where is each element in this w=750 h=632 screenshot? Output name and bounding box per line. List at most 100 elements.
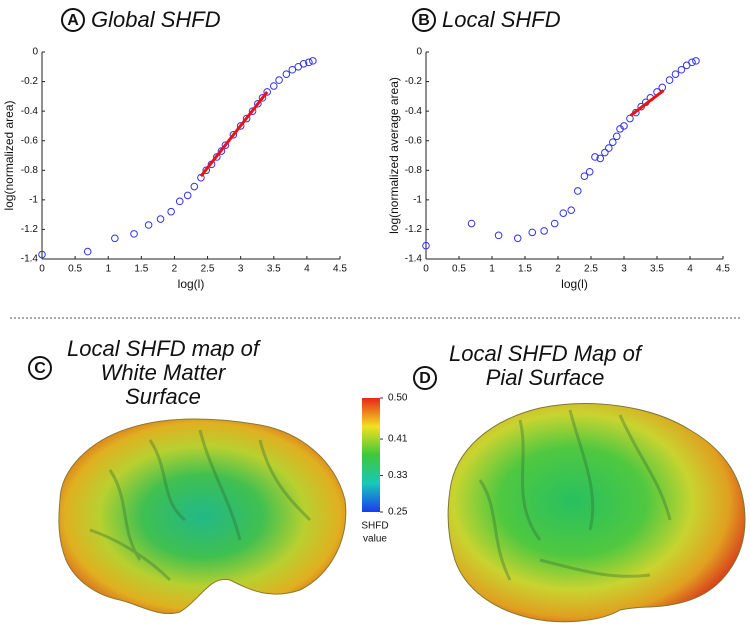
data-point bbox=[540, 227, 548, 235]
fit-line bbox=[199, 90, 269, 178]
x-tick-label: 0.5 bbox=[452, 264, 466, 275]
x-tick-label: 4.5 bbox=[333, 264, 347, 275]
y-tick-label: -1.4 bbox=[21, 254, 39, 265]
y-tick-label: -0.6 bbox=[21, 135, 39, 146]
x-tick-label: 1.5 bbox=[134, 264, 148, 275]
data-point bbox=[620, 122, 628, 130]
x-axis-label: log(l) bbox=[178, 277, 205, 291]
data-point bbox=[156, 215, 165, 223]
y-tick-label: -0.2 bbox=[21, 76, 39, 87]
x-tick-label: 3.5 bbox=[267, 264, 281, 275]
data-point bbox=[167, 207, 175, 216]
panel-badge bbox=[28, 356, 52, 380]
x-tick-label: 4 bbox=[304, 264, 310, 275]
data-point bbox=[677, 65, 686, 74]
x-tick-label: 0.5 bbox=[68, 264, 82, 275]
y-tick-label: 0 bbox=[32, 47, 38, 58]
x-tick-label: 4.5 bbox=[716, 264, 730, 275]
data-point bbox=[559, 209, 568, 217]
y-tick-label: -0.8 bbox=[21, 165, 39, 176]
data-point bbox=[263, 88, 271, 96]
panel-letter: B bbox=[418, 12, 430, 29]
map-title: Local SHFD map of bbox=[67, 336, 262, 361]
brain-c bbox=[58, 418, 347, 614]
x-tick-label: 3.5 bbox=[650, 264, 664, 275]
data-point bbox=[269, 82, 278, 90]
panel-letter: C bbox=[34, 360, 46, 377]
data-point bbox=[467, 219, 476, 228]
y-tick-label: -1.4 bbox=[405, 254, 423, 265]
x-tick-label: 1 bbox=[105, 264, 111, 275]
x-tick-label: 4 bbox=[687, 264, 693, 275]
data-point bbox=[601, 148, 609, 157]
x-tick-label: 3 bbox=[621, 264, 627, 275]
map-title: Surface bbox=[125, 384, 201, 409]
data-point bbox=[585, 167, 594, 176]
colorbar-tick-label: 0.41 bbox=[388, 434, 408, 445]
data-point bbox=[183, 191, 192, 200]
data-point bbox=[305, 58, 313, 67]
y-tick-label: 0 bbox=[416, 47, 422, 58]
panel-badge bbox=[413, 366, 437, 390]
colorbar bbox=[362, 398, 380, 512]
x-tick-label: 3 bbox=[238, 264, 244, 275]
colorbar-tick-label: 0.33 bbox=[388, 470, 408, 481]
y-tick-label: -1 bbox=[29, 194, 38, 205]
plot-area bbox=[426, 52, 723, 259]
data-point bbox=[38, 250, 46, 259]
data-point bbox=[608, 138, 617, 146]
data-point bbox=[221, 141, 230, 149]
y-tick-label: -0.4 bbox=[21, 106, 39, 117]
data-point bbox=[83, 247, 92, 256]
data-point bbox=[144, 221, 153, 229]
panel-letter: A bbox=[67, 12, 79, 29]
data-point bbox=[130, 230, 138, 238]
y-tick-label: -0.6 bbox=[405, 135, 423, 146]
data-point bbox=[574, 187, 582, 195]
data-point bbox=[605, 144, 613, 152]
colorbar-label: SHFD bbox=[361, 521, 388, 532]
x-tick-label: 0 bbox=[423, 264, 429, 275]
y-tick-label: -1.2 bbox=[405, 224, 423, 235]
plot-area bbox=[42, 52, 340, 259]
colorbar-tick-label: 0.25 bbox=[388, 507, 408, 518]
data-point bbox=[275, 76, 283, 84]
colorbar-tick-label: 0.50 bbox=[388, 393, 408, 404]
data-point bbox=[309, 57, 317, 65]
data-point bbox=[596, 154, 605, 163]
x-tick-label: 0 bbox=[39, 264, 45, 275]
x-tick-label: 2.5 bbox=[201, 264, 215, 275]
data-point bbox=[580, 172, 589, 180]
data-point bbox=[202, 166, 211, 175]
y-tick-label: -0.2 bbox=[405, 76, 423, 87]
y-axis-label: log(normalized average area) bbox=[387, 77, 401, 234]
data-point bbox=[612, 132, 621, 141]
data-point bbox=[665, 76, 674, 84]
data-point bbox=[688, 58, 696, 67]
data-point bbox=[513, 234, 522, 243]
data-point bbox=[258, 94, 267, 102]
chart-title: Global SHFD bbox=[91, 7, 221, 32]
data-point bbox=[494, 231, 503, 240]
panel-badge bbox=[412, 8, 436, 32]
data-point bbox=[550, 219, 559, 228]
x-tick-label: 2.5 bbox=[584, 264, 598, 275]
panel-badge bbox=[61, 8, 85, 32]
map-title: Pial Surface bbox=[486, 365, 605, 390]
data-point bbox=[299, 60, 308, 68]
colorbar-label: value bbox=[363, 534, 387, 545]
data-point bbox=[175, 197, 184, 206]
y-tick-label: -1.2 bbox=[21, 224, 39, 235]
data-point bbox=[692, 57, 700, 65]
x-tick-label: 1.5 bbox=[518, 264, 532, 275]
chart-title: Local SHFD bbox=[442, 7, 561, 32]
x-tick-label: 2 bbox=[555, 264, 561, 275]
data-point bbox=[254, 99, 262, 108]
data-point bbox=[591, 153, 599, 161]
data-point bbox=[190, 182, 199, 191]
data-point bbox=[626, 114, 634, 123]
data-point bbox=[528, 228, 537, 237]
data-point bbox=[229, 131, 238, 139]
y-tick-label: -1 bbox=[413, 194, 422, 205]
